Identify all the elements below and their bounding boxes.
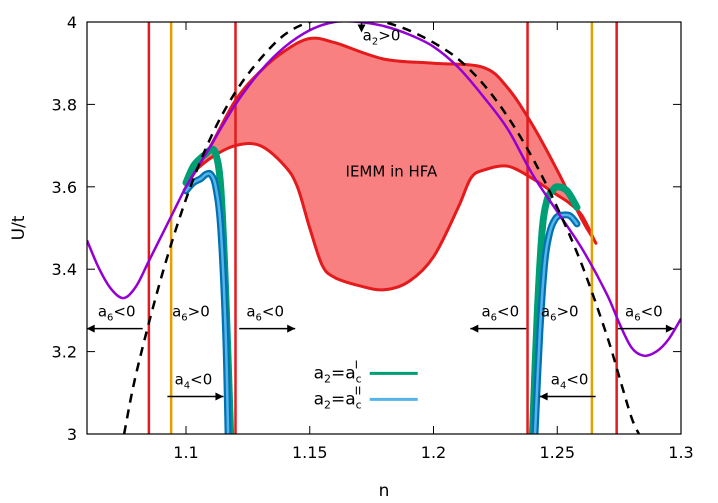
arrow-left-head-icon — [470, 324, 479, 333]
y-tick-label: 3.2 — [52, 343, 77, 362]
arrow-right-head-icon — [215, 392, 224, 401]
series-edge-blue-fan-right — [533, 213, 579, 434]
legend-entry-1: a2=acI — [314, 358, 418, 385]
y-axis-label: U/t — [9, 215, 29, 240]
annotation-text: a6<0 — [98, 303, 136, 324]
annotation-text: a6>0 — [541, 303, 579, 324]
annotations: a2>0 a6<0 a6>0 a6<0 a4<0 a6<0 a6>0 a6<0 a4<0 — [86, 22, 674, 401]
x-tick-label: 1.1 — [173, 443, 198, 462]
x-tick-label: 1.3 — [668, 443, 693, 462]
arrow-left-head-icon — [86, 324, 95, 333]
arrow-down-head-icon — [357, 24, 366, 33]
series-black-dashed — [122, 22, 641, 434]
annotation-1: a2>0 — [357, 22, 401, 48]
plot-area — [87, 22, 681, 434]
y-tick-label: 3.4 — [52, 260, 77, 279]
x-tick-label: 1.2 — [421, 443, 446, 462]
y-tick-label: 3.8 — [52, 95, 77, 114]
annotation-4: a6<0 — [239, 303, 296, 333]
annotation-text: a4<0 — [175, 371, 213, 392]
annotation-text: a2>0 — [363, 27, 401, 48]
region-label: IEMM in HFA — [346, 163, 439, 181]
annotation-text: a6>0 — [172, 303, 210, 324]
y-tick-label: 3.6 — [52, 178, 77, 197]
annotation-3: a6>0 — [172, 303, 210, 324]
annotation-2: a6<0 — [86, 303, 143, 333]
y-tick-label: 4 — [67, 13, 77, 32]
legend-entry-2: a2=acII — [314, 384, 418, 411]
annotation-9: a4<0 — [539, 371, 596, 401]
annotation-7: a6>0 — [541, 303, 579, 324]
annotation-text: a4<0 — [551, 371, 589, 392]
annotation-5: a4<0 — [167, 371, 224, 401]
series-edge-blue-fan-left — [184, 172, 230, 434]
arrow-left-head-icon — [539, 392, 548, 401]
arrow-right-head-icon — [287, 324, 296, 333]
x-tick-label: 1.15 — [292, 443, 328, 462]
arrow-right-head-icon — [665, 324, 674, 333]
annotation-text: a6<0 — [625, 303, 663, 324]
annotation-6: a6<0 — [470, 303, 527, 333]
annotation-8: a6<0 — [617, 303, 674, 333]
y-tick-label: 3 — [67, 425, 77, 444]
plot-frame — [86, 21, 682, 435]
x-axis-label: n — [379, 481, 390, 501]
annotation-text: a6<0 — [246, 303, 284, 324]
x-tick-label: 1.25 — [539, 443, 575, 462]
axes: 1.1 1.15 1.2 1.25 1.3 3 3.2 3.4 3.6 3.8 4 — [52, 13, 694, 462]
series-purple-solid — [87, 22, 681, 358]
legend-label: a2=acII — [314, 384, 362, 411]
annotation-text: a6<0 — [481, 303, 519, 324]
legend-label: a2=acI — [314, 358, 362, 385]
